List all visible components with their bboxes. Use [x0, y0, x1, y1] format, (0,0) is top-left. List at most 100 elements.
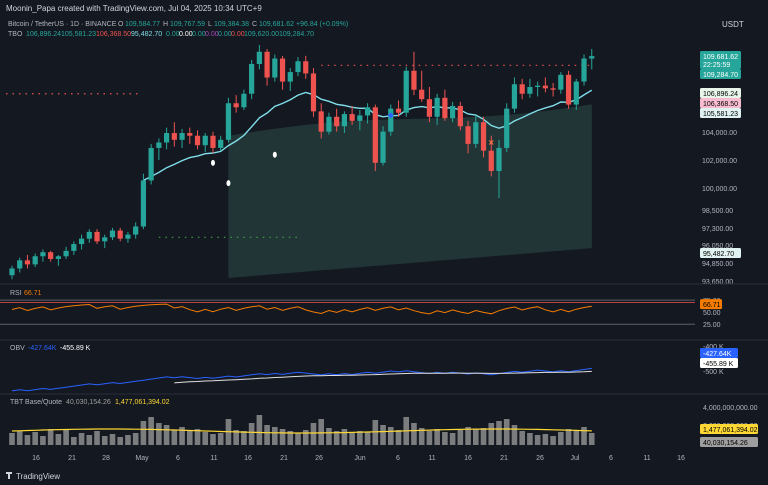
tbt-average-line — [11, 428, 592, 434]
price-tick: 102,000.00 — [702, 158, 737, 165]
tbo-label[interactable]: TBO — [8, 31, 23, 38]
tbt-bar — [581, 427, 587, 445]
currency-label[interactable]: USDT — [722, 20, 744, 29]
candle-body — [480, 122, 487, 151]
rsi-tick: 25.00 — [703, 322, 721, 329]
tbt-bar — [457, 430, 464, 445]
time-tick: 21 — [280, 455, 288, 462]
candle-body — [318, 111, 324, 132]
candle-body — [565, 74, 572, 105]
tbt-bar — [349, 433, 355, 445]
rsi-label: RSI — [10, 290, 22, 297]
obv-tick: -400 K — [703, 344, 724, 351]
tbt-bar — [272, 427, 278, 445]
candle-body — [156, 142, 162, 148]
time-tick: 26 — [315, 455, 323, 462]
candle-body — [473, 122, 479, 144]
price-tag — [700, 248, 741, 258]
candle-body — [450, 105, 456, 119]
candle-body — [287, 72, 293, 82]
tbt-bar — [194, 429, 201, 445]
time-tick: 28 — [102, 455, 110, 462]
tbt-bar — [387, 427, 394, 445]
tbt-bar — [24, 435, 31, 445]
tbo-value: 109,284.70 — [279, 31, 314, 38]
time-tick: 16 — [244, 455, 252, 462]
tbt-bar — [418, 428, 425, 445]
rsi-tick: 50.00 — [703, 310, 721, 317]
time-tick: 6 — [609, 455, 613, 462]
candle-body — [550, 88, 556, 90]
ohlc-close-label: C — [252, 21, 257, 28]
price-tag-text: 106,368.50 — [703, 101, 738, 108]
tbt-quote-value: 1,477,061,394.02 — [115, 399, 170, 406]
ohlc-low-value: 109,384.38 — [214, 21, 249, 28]
candle-body — [419, 89, 425, 100]
tbt-bar — [101, 436, 108, 445]
tbt-bar — [9, 433, 15, 445]
tbt-bar — [534, 435, 541, 445]
time-tick: May — [135, 455, 149, 462]
signal-marker — [272, 151, 277, 158]
tbt-bar — [86, 435, 93, 445]
candle-body — [589, 56, 595, 59]
candle-body — [349, 114, 355, 121]
time-tick: 11 — [210, 455, 217, 462]
candle-body — [496, 147, 502, 171]
tradingview-logo[interactable]: TradingView — [6, 472, 60, 481]
obv-label: OBV — [10, 345, 25, 352]
tbt-bar — [163, 425, 170, 445]
obv-pane: OBV -427.64K -455.89 K -400 K -500 K -427.… — [10, 344, 738, 392]
price-pane — [6, 45, 595, 280]
candle-body — [102, 237, 108, 242]
price-tick: 97,300.00 — [702, 226, 733, 233]
price-tag-text: 109,681.62 — [703, 54, 738, 61]
tbt-bar — [47, 429, 54, 445]
candle-body — [55, 256, 61, 259]
tbt-bar — [357, 431, 363, 445]
tbo-value: 0.00 — [166, 31, 180, 38]
tbt-bar — [171, 430, 178, 445]
candle-body — [380, 131, 386, 163]
symbol-label[interactable]: Bitcoin / TetherUS · 1D · BINANCE — [8, 21, 117, 28]
price-tag — [700, 69, 741, 79]
tbt-bar — [71, 437, 77, 445]
tbt-tag — [700, 424, 758, 434]
tbt-bar — [217, 433, 224, 445]
tbt-bar — [117, 437, 124, 445]
tbt-bar — [565, 429, 572, 445]
candle-body — [125, 234, 131, 239]
obv-tag — [700, 358, 738, 368]
tbt-bar — [519, 431, 525, 445]
created-by-text: Moonin_Papa created with TradingView.com… — [6, 4, 262, 13]
tbt-bar — [16, 431, 23, 445]
time-tick: 26 — [536, 455, 544, 462]
tbt-bar — [156, 423, 162, 445]
price-tag — [700, 59, 741, 69]
tbt-bar — [542, 434, 549, 445]
tbo-value: 106,896.24 — [26, 31, 61, 38]
price-axis: 110,000.00108,000.00106,000.00104,000.00… — [700, 51, 741, 286]
tbt-pane: TBT Base/Quote 40,030,154.26 1,477,061,3… — [9, 399, 758, 447]
price-tag-text: 106,896.24 — [703, 91, 738, 98]
candle-body — [341, 114, 347, 127]
candle-body — [48, 252, 54, 259]
obv-tag-text: -455.89 K — [703, 361, 734, 368]
candle-body — [78, 238, 85, 245]
candle-body — [364, 107, 371, 116]
tbo-value: 0.00 — [205, 31, 219, 38]
tbt-bar — [109, 434, 116, 445]
tbt-bar — [202, 432, 209, 445]
obv-signal-value: -455.89 K — [60, 345, 91, 352]
candle-body — [388, 108, 394, 132]
candle-body — [256, 51, 262, 64]
tbt-tick: 4,000,000,000.00 — [703, 405, 758, 412]
tbt-bar — [302, 430, 309, 445]
ohlc-high-value: 109,767.59 — [170, 21, 205, 28]
tbo-value: 0.00 — [218, 31, 232, 38]
tbt-bar — [125, 435, 131, 445]
time-tick: 16 — [677, 455, 685, 462]
tbo-value: 0.00 — [192, 31, 206, 38]
price-tick: 94,850.00 — [702, 261, 733, 268]
